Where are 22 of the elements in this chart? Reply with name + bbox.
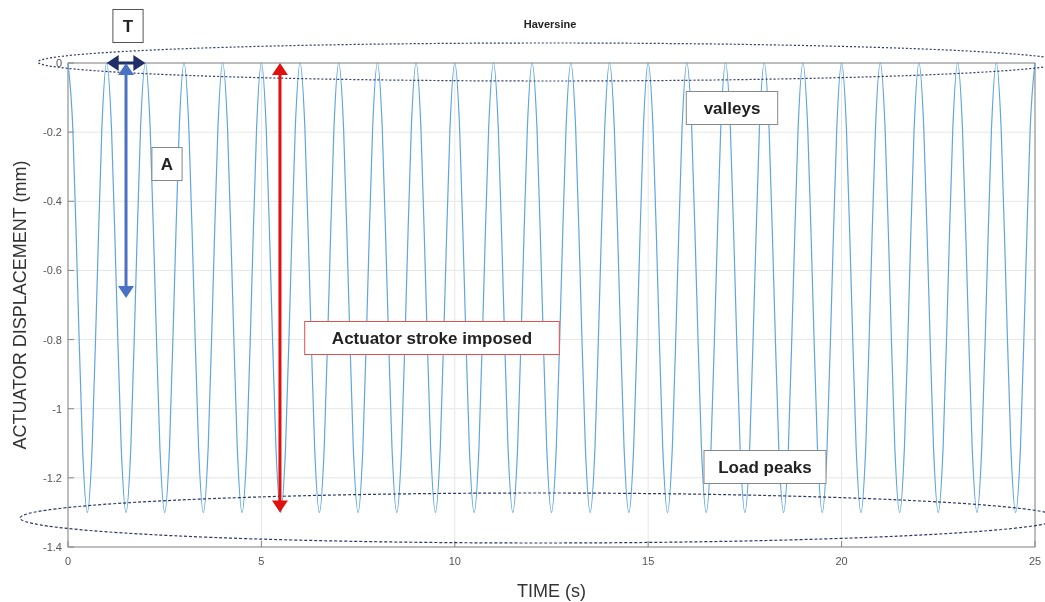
x-tick-label: 0 xyxy=(64,555,72,567)
y-tick-label: -0.2 xyxy=(43,126,62,139)
y-tick-label: -1.4 xyxy=(43,541,62,553)
y-tick-label: -1 xyxy=(52,402,62,415)
x-tick-label: 15 xyxy=(642,555,655,567)
x-tick-label: 5 xyxy=(258,555,265,567)
annotation: Actuator stroke imposed xyxy=(331,328,533,348)
y-tick-label: -0.8 xyxy=(43,333,62,346)
y-tick-label: -0.6 xyxy=(43,264,62,277)
x-tick-label: 20 xyxy=(835,555,848,567)
x-axis-title: TIME (s) xyxy=(517,581,586,601)
y-tick-label: 0 xyxy=(55,57,62,69)
annotation: valleys xyxy=(703,98,761,118)
text: Haversine xyxy=(523,17,577,30)
annotation: A xyxy=(160,154,174,174)
y-tick-label: -1.2 xyxy=(43,471,62,484)
x-tick-label: 25 xyxy=(1028,555,1042,567)
y-axis-title: ACTUATOR DISPLACEMENT (mm) xyxy=(10,160,30,450)
y-tick-label: -0.4 xyxy=(43,195,62,208)
x-tick-label: 10 xyxy=(448,555,461,567)
text: T xyxy=(122,16,134,36)
annotation: Load peaks xyxy=(718,457,812,477)
